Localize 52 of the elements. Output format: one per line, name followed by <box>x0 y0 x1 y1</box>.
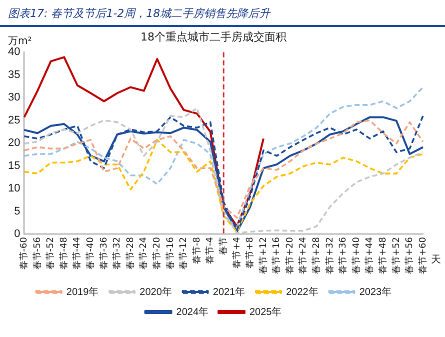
y-axis-title: 万m² <box>8 36 32 47</box>
x-tick-label: 春节+48 <box>377 236 388 274</box>
x-tick-label: 春节-56 <box>32 236 43 270</box>
x-axis-title: 天 <box>431 254 441 266</box>
x-tick-label: 春节+60 <box>417 236 428 274</box>
x-tick-label: 春节-60 <box>18 236 30 270</box>
y-tick-label: 40 <box>8 46 20 58</box>
y-tick-label: 10 <box>8 182 20 195</box>
x-tick-label: 春节-4 <box>204 236 216 264</box>
x-tick-label: 春节-44 <box>72 236 83 270</box>
x-tick-label: 春节-32 <box>112 237 123 270</box>
x-tick-label: 春节-20 <box>152 236 162 270</box>
legend-label: 2025年 <box>250 306 282 318</box>
x-tick-label: 春节+40 <box>350 236 362 274</box>
chart-title: 图表17: 春节及节后1-2周，18城二手房销售先降后升 <box>0 0 445 27</box>
x-tick-label: 春节+16 <box>271 236 282 274</box>
x-tick-label: 春节+8 <box>244 236 256 268</box>
x-tick-label: 春节 <box>218 237 229 256</box>
y-tick-label: 20 <box>8 137 20 150</box>
legend-label: 2021年 <box>212 286 246 298</box>
y-tick-label: 15 <box>8 160 20 172</box>
y-tick-label: 5 <box>14 205 20 218</box>
x-tick-label: 春节+12 <box>258 237 269 274</box>
x-tick-label: 春节-24 <box>138 236 150 270</box>
y-tick-label: 30 <box>8 92 20 104</box>
x-tick-label: 春节-36 <box>98 236 110 270</box>
x-tick-label: 春节+32 <box>324 237 336 274</box>
x-tick-label: 春节+28 <box>311 236 322 274</box>
x-tick-label: 春节-52 <box>45 237 56 270</box>
x-tick-label: 春节+52 <box>390 237 402 274</box>
x-tick-label: 春节-40 <box>85 236 96 270</box>
x-tick-label: 春节+24 <box>298 236 309 274</box>
x-tick-label: 春节+44 <box>364 236 376 274</box>
x-tick-label: 春节+36 <box>338 236 349 274</box>
x-tick-label: 春节+20 <box>284 236 296 274</box>
x-tick-label: 春节-28 <box>124 236 136 270</box>
y-tick-label: 35 <box>8 68 20 81</box>
y-tick-label: 0 <box>14 228 20 240</box>
legend-label: 2020年 <box>140 286 172 298</box>
legend-label: 2023年 <box>359 286 392 298</box>
x-tick-label: 春节-16 <box>164 236 176 270</box>
x-tick-label: 春节-48 <box>58 236 70 270</box>
legend-label: 2019年 <box>66 286 99 298</box>
x-tick-label: 春节+56 <box>404 236 416 274</box>
legend-label: 2024年 <box>176 306 209 318</box>
x-tick-label: 春节-12 <box>178 237 190 270</box>
x-tick-label: 春节+4 <box>231 236 242 268</box>
chart-subtitle: 18个重点城市二手房成交面积 <box>140 30 286 44</box>
x-tick-label: 春节-8 <box>191 236 202 264</box>
line-series <box>23 86 424 228</box>
y-tick-label: 25 <box>8 114 20 126</box>
legend-label: 2022年 <box>286 286 318 298</box>
